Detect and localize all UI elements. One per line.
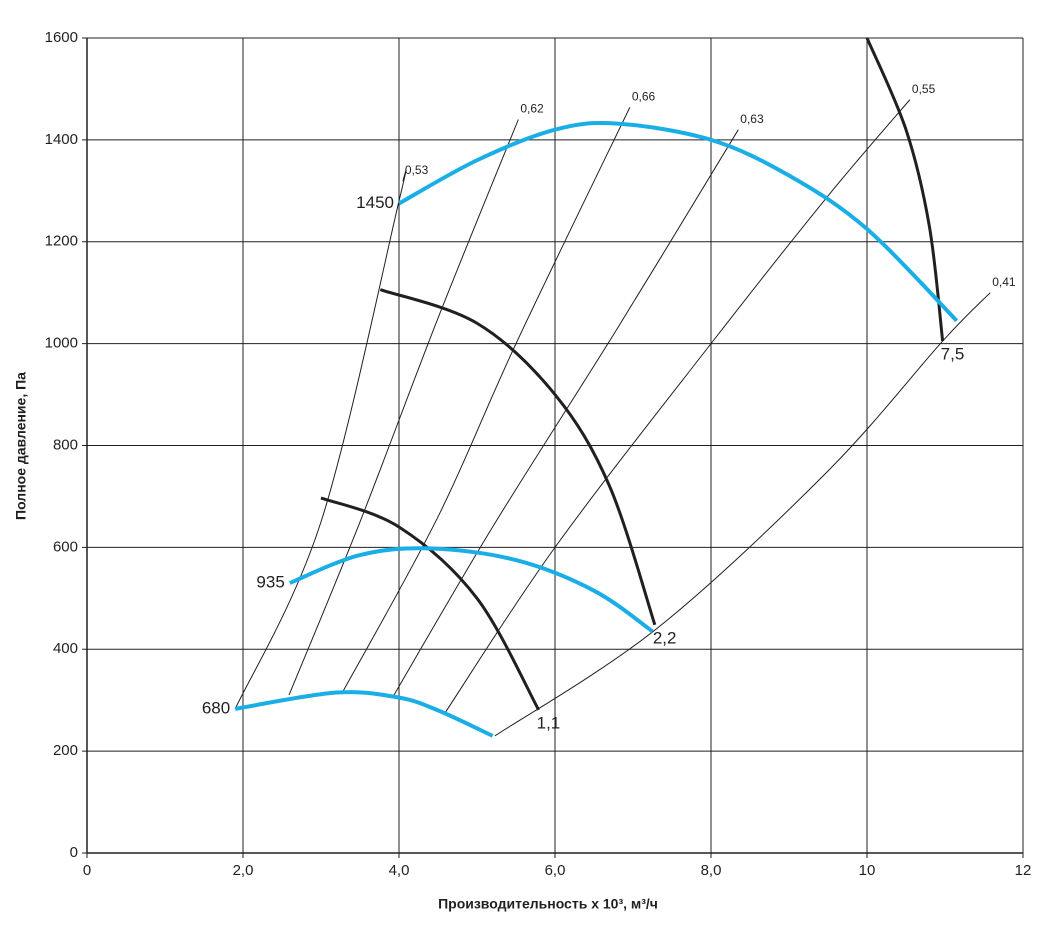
y-tick-label: 1200 [45, 233, 78, 250]
speed-label: 680 [202, 698, 230, 717]
speed-label: 1450 [356, 193, 394, 212]
x-tick-label: 8,0 [701, 862, 722, 879]
power-label: 1,1 [537, 713, 561, 732]
y-axis-title: Полное давление, Па [13, 372, 29, 520]
power-curve [320, 496, 540, 711]
efficiency-label: 0,41 [992, 275, 1016, 289]
efficiency-label: 0,63 [740, 112, 764, 126]
power-label: 7,5 [941, 345, 965, 364]
power-curve [865, 37, 945, 342]
x-tick-label: 2,0 [233, 862, 254, 879]
y-tick-label: 200 [53, 742, 78, 759]
power-curve [379, 288, 657, 626]
efficiency-line [288, 119, 519, 696]
efficiency-label: 0,53 [405, 163, 429, 177]
speed-curve [398, 120, 959, 323]
efficiency-label: 0,62 [520, 102, 544, 116]
y-tick-label: 1000 [45, 335, 78, 352]
speed-curve [289, 546, 654, 634]
speed-curve [234, 690, 494, 738]
efficiency-label: 0,66 [632, 89, 656, 103]
y-tick-label: 1600 [45, 29, 78, 46]
efficiency-line [234, 169, 407, 710]
y-tick-label: 0 [70, 844, 78, 861]
efficiency-line [341, 107, 631, 694]
x-tick-label: 4,0 [389, 862, 410, 879]
efficiency-line [444, 99, 911, 714]
y-tick-label: 400 [53, 640, 78, 657]
efficiency-label: 0,55 [912, 82, 936, 96]
x-tick-label: 0 [83, 862, 91, 879]
x-tick-label: 10 [859, 862, 876, 879]
y-tick-label: 1400 [45, 131, 78, 148]
efficiency-line [494, 292, 991, 737]
speed-label: 935 [256, 573, 284, 592]
y-tick-label: 600 [53, 538, 78, 555]
power-label: 2,2 [653, 628, 677, 647]
y-tick-label: 800 [53, 436, 78, 453]
x-tick-label: 6,0 [545, 862, 566, 879]
x-axis-title: Производительность x 10³, м³/ч [438, 896, 658, 912]
efficiency-line [392, 129, 739, 698]
x-tick-label: 12 [1015, 862, 1032, 879]
